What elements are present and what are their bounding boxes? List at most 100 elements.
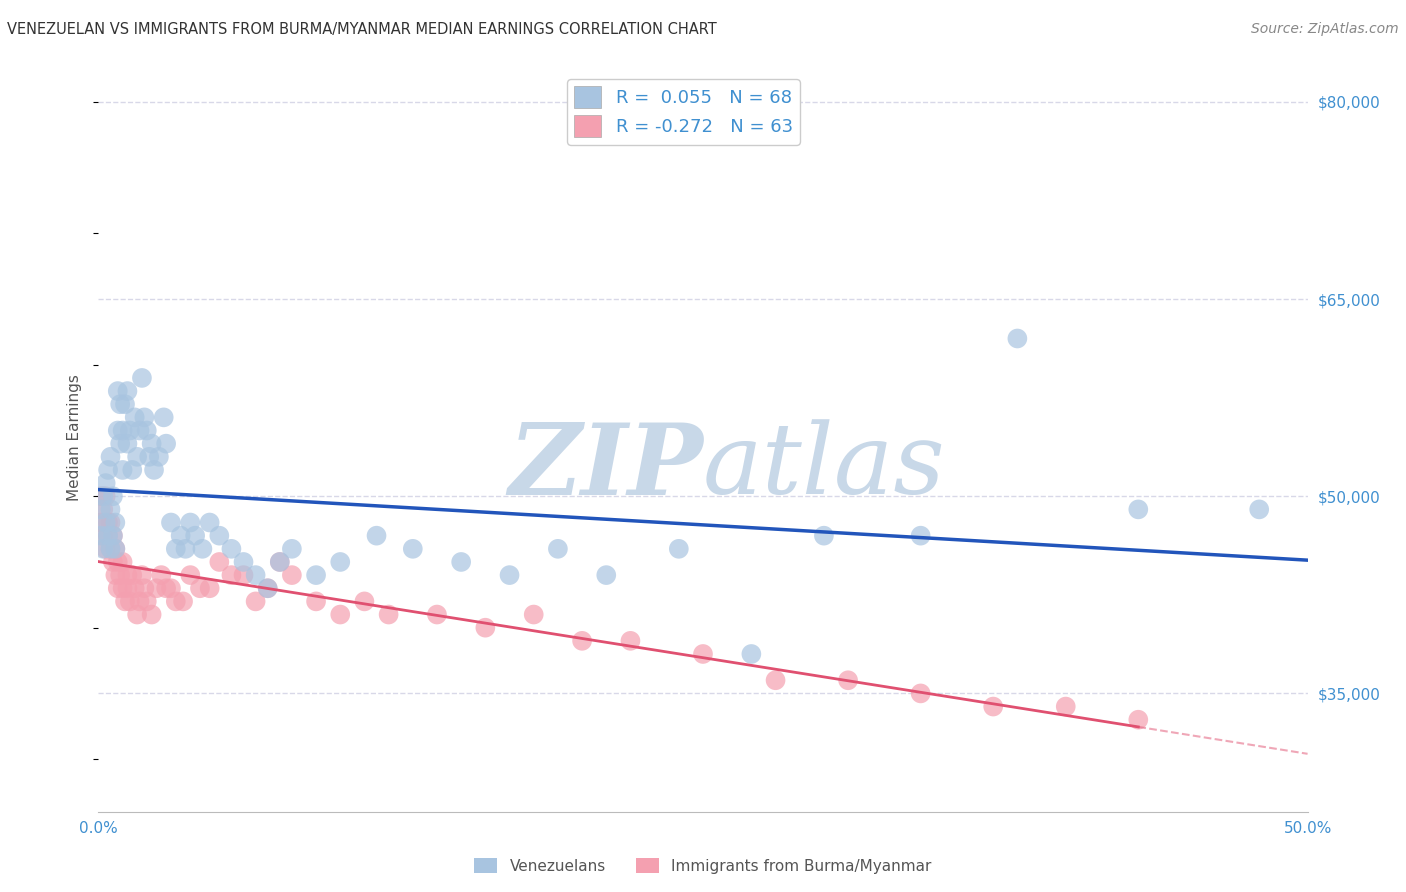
Point	[90, 516, 112, 530]
Point	[269, 555, 291, 569]
Point	[184, 529, 207, 543]
Point	[94, 489, 117, 503]
Point	[111, 424, 134, 438]
Point	[107, 384, 129, 398]
Point	[160, 516, 183, 530]
Point	[124, 581, 146, 595]
Point	[97, 529, 120, 543]
Point	[114, 397, 136, 411]
Y-axis label: Median Earnings: Median Earnings	[67, 374, 83, 500]
Point	[155, 436, 177, 450]
Point	[232, 555, 254, 569]
Point	[765, 673, 787, 688]
Point	[141, 607, 163, 622]
Point	[221, 568, 243, 582]
Point	[692, 647, 714, 661]
Point	[91, 489, 114, 503]
Point	[118, 424, 141, 438]
Text: VENEZUELAN VS IMMIGRANTS FROM BURMA/MYANMAR MEDIAN EARNINGS CORRELATION CHART: VENEZUELAN VS IMMIGRANTS FROM BURMA/MYAN…	[7, 22, 717, 37]
Point	[208, 555, 231, 569]
Point	[117, 581, 139, 595]
Point	[127, 450, 149, 464]
Point	[174, 541, 197, 556]
Point	[121, 568, 143, 582]
Point	[245, 594, 267, 608]
Point	[547, 541, 569, 556]
Point	[135, 594, 157, 608]
Point	[256, 581, 278, 595]
Point	[155, 581, 177, 595]
Point	[101, 529, 124, 543]
Point	[426, 607, 449, 622]
Point	[111, 555, 134, 569]
Point	[160, 581, 183, 595]
Point	[165, 541, 187, 556]
Point	[910, 529, 932, 543]
Point	[134, 581, 156, 595]
Point	[1054, 699, 1077, 714]
Point	[91, 529, 114, 543]
Point	[141, 436, 163, 450]
Point	[91, 502, 114, 516]
Point	[108, 397, 131, 411]
Point	[269, 555, 291, 569]
Point	[402, 541, 425, 556]
Point	[111, 581, 134, 595]
Point	[108, 568, 131, 582]
Point	[128, 424, 150, 438]
Point	[910, 686, 932, 700]
Point	[127, 607, 149, 622]
Point	[101, 489, 124, 503]
Point	[198, 516, 221, 530]
Point	[245, 568, 267, 582]
Point	[134, 410, 156, 425]
Point	[165, 594, 187, 608]
Point	[117, 384, 139, 398]
Point	[94, 476, 117, 491]
Point	[353, 594, 375, 608]
Point	[118, 594, 141, 608]
Point	[305, 594, 328, 608]
Point	[1007, 331, 1029, 345]
Point	[97, 463, 120, 477]
Point	[108, 436, 131, 450]
Point	[366, 529, 388, 543]
Point	[281, 541, 304, 556]
Point	[114, 594, 136, 608]
Point	[179, 568, 201, 582]
Point	[981, 699, 1004, 714]
Point	[595, 568, 617, 582]
Legend: R =  0.055   N = 68, R = -0.272   N = 63: R = 0.055 N = 68, R = -0.272 N = 63	[567, 79, 800, 145]
Point	[498, 568, 520, 582]
Point	[172, 594, 194, 608]
Point	[128, 594, 150, 608]
Point	[124, 410, 146, 425]
Point	[221, 541, 243, 556]
Point	[740, 647, 762, 661]
Point	[97, 516, 120, 530]
Point	[97, 529, 120, 543]
Point	[90, 489, 112, 503]
Point	[104, 568, 127, 582]
Legend: Venezuelans, Immigrants from Burma/Myanmar: Venezuelans, Immigrants from Burma/Myanm…	[468, 852, 938, 880]
Point	[131, 371, 153, 385]
Point	[668, 541, 690, 556]
Text: atlas: atlas	[703, 419, 946, 515]
Point	[152, 410, 174, 425]
Point	[104, 516, 127, 530]
Point	[104, 541, 127, 556]
Point	[232, 568, 254, 582]
Point	[169, 529, 191, 543]
Point	[377, 607, 399, 622]
Point	[208, 529, 231, 543]
Point	[198, 581, 221, 595]
Point	[571, 633, 593, 648]
Point	[90, 502, 112, 516]
Point	[100, 502, 122, 516]
Point	[100, 516, 122, 530]
Point	[191, 541, 214, 556]
Point	[101, 529, 124, 543]
Point	[188, 581, 211, 595]
Point	[117, 436, 139, 450]
Point	[256, 581, 278, 595]
